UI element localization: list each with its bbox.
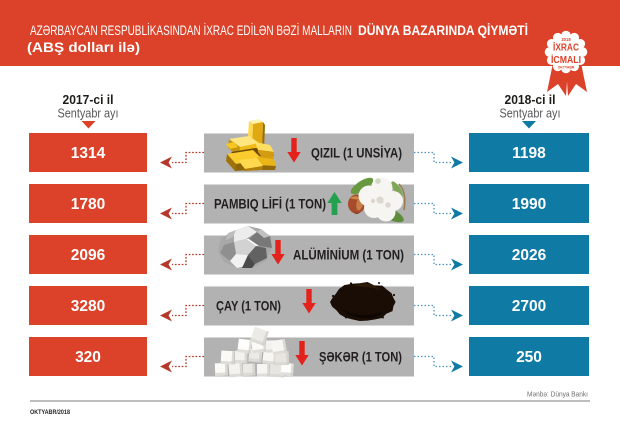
svg-text:ÇAY (1 TON): ÇAY (1 TON) [216, 299, 281, 314]
svg-text:Mənbə: Dünya Bankı: Mənbə: Dünya Bankı [527, 390, 588, 399]
svg-text:3280: 3280 [71, 298, 105, 315]
svg-text:İCMALI: İCMALI [551, 53, 581, 66]
svg-text:2026: 2026 [512, 247, 547, 264]
svg-text:1780: 1780 [71, 196, 105, 213]
svg-text:DÜNYA BAZARINDA QİYMƏTİ: DÜNYA BAZARINDA QİYMƏTİ [358, 23, 528, 38]
svg-text:İXRAC: İXRAC [553, 41, 579, 54]
svg-text:250: 250 [516, 349, 542, 366]
svg-text:AZƏRBAYCAN RESPUBLİKASINDAN İX: AZƏRBAYCAN RESPUBLİKASINDAN İXRAC EDİLƏN… [30, 23, 352, 38]
svg-text:2018-ci il: 2018-ci il [505, 92, 556, 107]
svg-text:2096: 2096 [71, 247, 106, 264]
svg-text:Sentyabr ayı: Sentyabr ayı [58, 106, 119, 121]
svg-text:1990: 1990 [512, 196, 546, 213]
svg-text:ALÜMİNİUM (1 TON): ALÜMİNİUM (1 TON) [293, 248, 404, 263]
svg-text:320: 320 [75, 349, 101, 366]
svg-text:OKTYABR/2018: OKTYABR/2018 [30, 409, 70, 416]
svg-text:1314: 1314 [71, 145, 106, 162]
svg-text:QIZIL (1 UNSİYA): QIZIL (1 UNSİYA) [311, 146, 402, 161]
svg-text:ŞƏKƏR (1 TON): ŞƏKƏR (1 TON) [319, 350, 402, 365]
svg-text:OKTYABR: OKTYABR [558, 66, 575, 70]
svg-text:(ABŞ dolları ilə): (ABŞ dolları ilə) [27, 40, 140, 55]
svg-text:2700: 2700 [512, 298, 546, 315]
svg-text:Sentyabr ayı: Sentyabr ayı [500, 106, 561, 121]
svg-text:2017-ci il: 2017-ci il [63, 92, 114, 107]
svg-text:PAMBIQ LİFİ (1 TON): PAMBIQ LİFİ (1 TON) [214, 197, 326, 212]
svg-text:1198: 1198 [512, 145, 546, 162]
svg-text:2018: 2018 [561, 37, 571, 42]
